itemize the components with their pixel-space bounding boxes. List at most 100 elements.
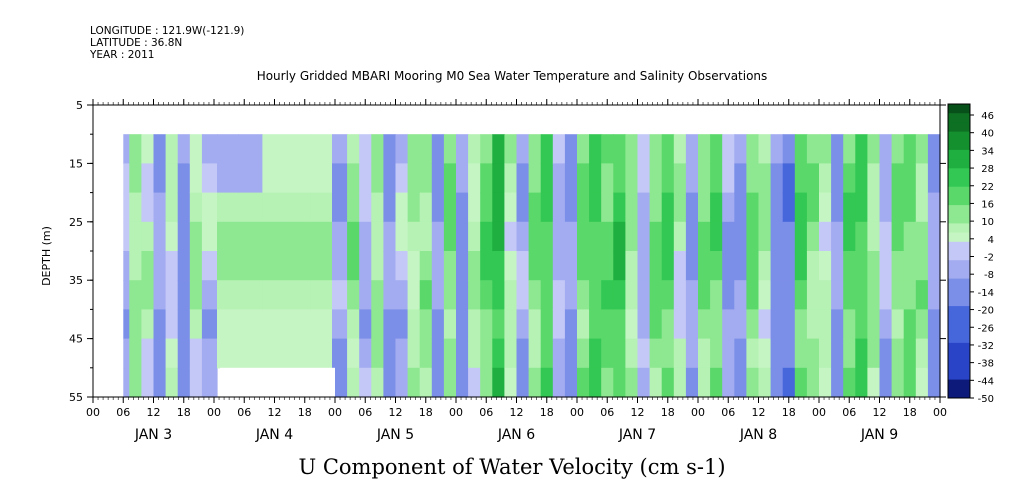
heatmap-cell — [661, 221, 675, 252]
heatmap-cell — [782, 309, 796, 340]
heatmap-cell — [758, 280, 772, 310]
heatmap-cell — [698, 309, 711, 340]
colorbar-segment — [948, 186, 970, 197]
heatmap-cell — [710, 338, 723, 369]
heatmap-cell — [661, 251, 675, 281]
heatmap-cell — [286, 163, 312, 194]
heatmap-cell — [903, 309, 917, 340]
heatmap-cell — [903, 338, 917, 369]
heatmap-cell — [673, 163, 687, 194]
heatmap-cell — [782, 367, 796, 398]
heatmap-cell — [123, 338, 130, 369]
heatmap-cell — [129, 163, 142, 194]
heatmap-cell — [480, 280, 493, 310]
heatmap-cell — [492, 163, 505, 194]
heatmap-cell — [927, 367, 941, 398]
heatmap-cell — [577, 309, 590, 340]
heatmap-cell — [552, 309, 566, 340]
plot-area — [123, 134, 941, 398]
heatmap-cell — [153, 251, 167, 281]
heatmap-cell — [589, 338, 602, 369]
chart-title: Hourly Gridded MBARI Mooring M0 Sea Wate… — [257, 69, 768, 83]
heatmap-cell — [613, 221, 626, 252]
heatmap-cell — [552, 251, 566, 281]
heatmap-cell — [456, 367, 469, 398]
heatmap-cell — [480, 251, 493, 281]
x-tick-label: 00 — [328, 406, 342, 419]
heatmap-cell — [927, 192, 941, 223]
heatmap-cell — [843, 367, 856, 398]
y-tick-label: 25 — [69, 216, 83, 229]
heatmap-cell — [758, 134, 772, 164]
colorbar-segment — [948, 333, 970, 344]
x-tick-label: 00 — [812, 406, 826, 419]
heatmap-cell — [698, 338, 711, 369]
heatmap-cell — [685, 163, 699, 194]
heatmap-cell — [201, 309, 218, 340]
heatmap-cell — [867, 251, 881, 281]
heatmap-cell — [673, 338, 687, 369]
heatmap-cell — [891, 367, 905, 398]
heatmap-cell — [359, 367, 372, 398]
heatmap-cell — [528, 367, 542, 398]
heatmap-cell — [540, 134, 554, 164]
heatmap-cell — [673, 192, 687, 223]
heatmap-cell — [746, 309, 760, 340]
heatmap-cell — [685, 192, 699, 223]
x-tick-label: 00 — [86, 406, 100, 419]
heatmap-cell — [504, 338, 518, 369]
heatmap-cell — [310, 221, 333, 252]
colorbar-segment — [948, 214, 970, 224]
colorbar-segment — [948, 296, 970, 307]
heatmap-cell — [855, 251, 868, 281]
heatmap-cell — [431, 163, 445, 194]
heatmap-cell — [310, 251, 333, 281]
heatmap-cell — [189, 192, 203, 223]
heatmap-cell — [359, 163, 372, 194]
heatmap-cell — [746, 192, 760, 223]
heatmap-cell — [710, 134, 723, 164]
colorbar-label: -32 — [978, 341, 994, 352]
heatmap-cell — [552, 280, 566, 310]
heatmap-cell — [262, 134, 288, 164]
heatmap-cell — [806, 338, 820, 369]
colorbar-label: 46 — [981, 111, 994, 122]
heatmap-cell — [649, 221, 663, 252]
heatmap-cell — [383, 309, 397, 340]
heatmap-cell — [395, 367, 409, 398]
x-tick-label: 00 — [691, 406, 705, 419]
heatmap-cell — [879, 309, 893, 340]
heatmap-cell — [601, 338, 614, 369]
heatmap-cell — [927, 163, 941, 194]
heatmap-cell — [637, 309, 651, 340]
heatmap-cell — [189, 309, 203, 340]
heatmap-cell — [540, 309, 554, 340]
heatmap-cell — [552, 338, 566, 369]
heatmap-cell — [564, 192, 578, 223]
heatmap-cell — [879, 280, 893, 310]
heatmap-cell — [262, 338, 288, 369]
heatmap-cell — [855, 221, 868, 252]
x-tick-label: 06 — [600, 406, 614, 419]
x-day-label: JAN 8 — [739, 427, 777, 443]
heatmap-cell — [286, 251, 312, 281]
heatmap-cell — [516, 309, 530, 340]
heatmap-cell — [177, 338, 191, 369]
heatmap-cell — [480, 221, 493, 252]
heatmap-cell — [843, 251, 856, 281]
heatmap-cell — [915, 338, 929, 369]
heatmap-cell — [589, 280, 602, 310]
heatmap-cell — [758, 367, 772, 398]
heatmap-cell — [332, 338, 348, 369]
heatmap-cell — [794, 309, 808, 340]
heatmap-cell — [564, 134, 578, 164]
heatmap-cell — [625, 367, 639, 398]
heatmap-cell — [359, 251, 372, 281]
heatmap-cell — [165, 192, 179, 223]
heatmap-cell — [831, 163, 844, 194]
heatmap-cell — [141, 280, 155, 310]
heatmap-cell — [891, 134, 905, 164]
colorbar-segment — [948, 168, 970, 178]
heatmap-cell — [661, 367, 675, 398]
heatmap-cell — [528, 192, 542, 223]
